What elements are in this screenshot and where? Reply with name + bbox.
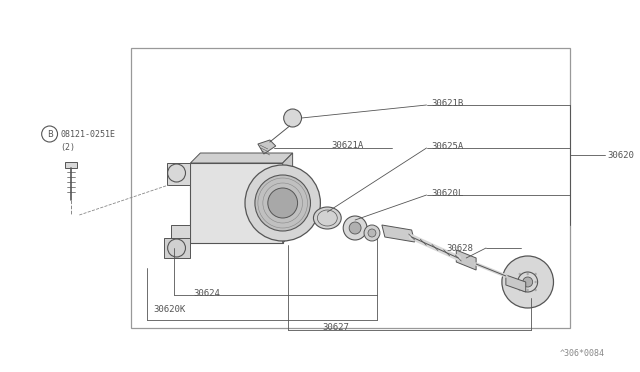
Circle shape <box>364 225 380 241</box>
Circle shape <box>534 289 537 291</box>
Circle shape <box>534 273 537 275</box>
Circle shape <box>343 216 367 240</box>
Text: B: B <box>47 129 52 138</box>
Text: ^306*0084: ^306*0084 <box>560 350 605 359</box>
Polygon shape <box>171 225 191 245</box>
Circle shape <box>518 281 521 283</box>
Polygon shape <box>191 153 292 163</box>
Polygon shape <box>382 225 415 242</box>
Circle shape <box>527 289 529 291</box>
Ellipse shape <box>314 207 341 229</box>
Polygon shape <box>65 162 77 168</box>
Polygon shape <box>164 238 191 258</box>
Circle shape <box>527 281 529 283</box>
Text: 30621A: 30621A <box>332 141 364 150</box>
Text: 30624: 30624 <box>193 289 220 298</box>
Polygon shape <box>506 275 525 292</box>
Circle shape <box>245 165 321 241</box>
Polygon shape <box>258 140 276 154</box>
Circle shape <box>527 273 529 275</box>
Circle shape <box>368 229 376 237</box>
Text: 30620: 30620 <box>607 151 634 160</box>
Text: 08121-0251E: 08121-0251E <box>61 129 115 138</box>
Text: 30620K: 30620K <box>154 305 186 314</box>
Circle shape <box>502 256 554 308</box>
Circle shape <box>255 175 310 231</box>
Polygon shape <box>191 163 283 243</box>
Text: 30628: 30628 <box>446 244 473 253</box>
Circle shape <box>284 109 301 127</box>
Text: 30620L: 30620L <box>431 189 464 198</box>
Circle shape <box>523 277 532 287</box>
Text: 30621B: 30621B <box>431 99 464 108</box>
Circle shape <box>518 289 521 291</box>
Polygon shape <box>456 250 476 270</box>
Text: 30625A: 30625A <box>431 141 464 151</box>
Polygon shape <box>283 153 292 243</box>
Circle shape <box>349 222 361 234</box>
Text: 30627: 30627 <box>323 324 349 333</box>
Circle shape <box>518 273 521 275</box>
Circle shape <box>534 281 537 283</box>
Text: (2): (2) <box>61 142 76 151</box>
Circle shape <box>268 188 298 218</box>
Polygon shape <box>166 163 191 185</box>
